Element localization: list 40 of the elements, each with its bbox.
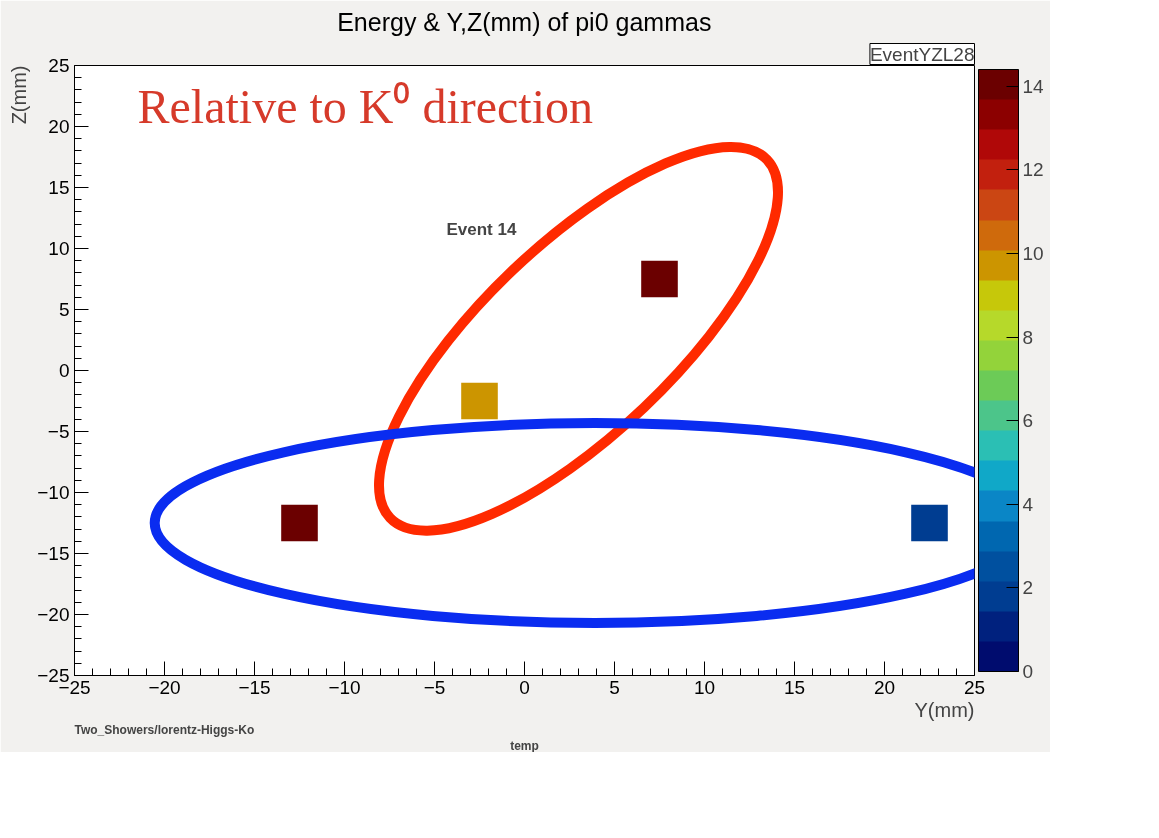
text: Two_Showers/lorentz-Higgs-Ko xyxy=(74,722,255,737)
text: temp xyxy=(510,738,539,753)
annotation: Event 14 xyxy=(446,219,517,239)
y-tick-label: 15 xyxy=(48,177,70,198)
color-bar-label: 8 xyxy=(1022,326,1034,348)
y-tick-label: 10 xyxy=(48,238,70,259)
x-tick-label: 0 xyxy=(519,676,530,698)
y-tick-label: 25 xyxy=(48,55,70,76)
color-bar-label: 6 xyxy=(1022,410,1034,432)
color-bar-label: 10 xyxy=(1022,242,1044,264)
y-tick-label: −20 xyxy=(37,604,70,625)
y-axis-title: Z(mm) xyxy=(7,65,30,125)
y-tick-label: 5 xyxy=(58,299,70,320)
point xyxy=(461,382,498,420)
y-tick-label: −5 xyxy=(47,421,70,442)
y-tick-label: 20 xyxy=(48,116,70,137)
color-bar-label: 4 xyxy=(1022,493,1034,515)
chart-title: Energy & Y,Z(mm) of pi0 gammas xyxy=(337,7,712,36)
point xyxy=(911,504,948,542)
color-bar-label: 12 xyxy=(1022,159,1044,181)
y-tick-label: −10 xyxy=(37,482,70,503)
text: EventYZL28 xyxy=(869,43,975,65)
x-tick-label: 20 xyxy=(873,676,896,698)
x-tick-label: −20 xyxy=(148,676,181,698)
x-tick-label: 5 xyxy=(609,676,620,698)
color-bar-label: 14 xyxy=(1022,75,1045,97)
x-tick-label: 25 xyxy=(963,676,986,698)
y-tick-label: −15 xyxy=(37,543,70,564)
x-axis-title: Y(mm) xyxy=(914,698,975,721)
x-tick-label: 10 xyxy=(693,676,716,698)
color-bar-label: 0 xyxy=(1022,661,1034,682)
x-tick-label: −10 xyxy=(328,676,361,698)
y-tick-label: 0 xyxy=(58,360,70,381)
point xyxy=(281,504,318,542)
annotation: Relative to K⁰ direction xyxy=(137,79,594,133)
color-bar-label: 2 xyxy=(1022,577,1034,599)
x-tick-label: −15 xyxy=(238,676,271,698)
point xyxy=(641,260,678,298)
x-tick-label: 15 xyxy=(783,676,806,698)
x-tick-label: −5 xyxy=(423,676,446,698)
